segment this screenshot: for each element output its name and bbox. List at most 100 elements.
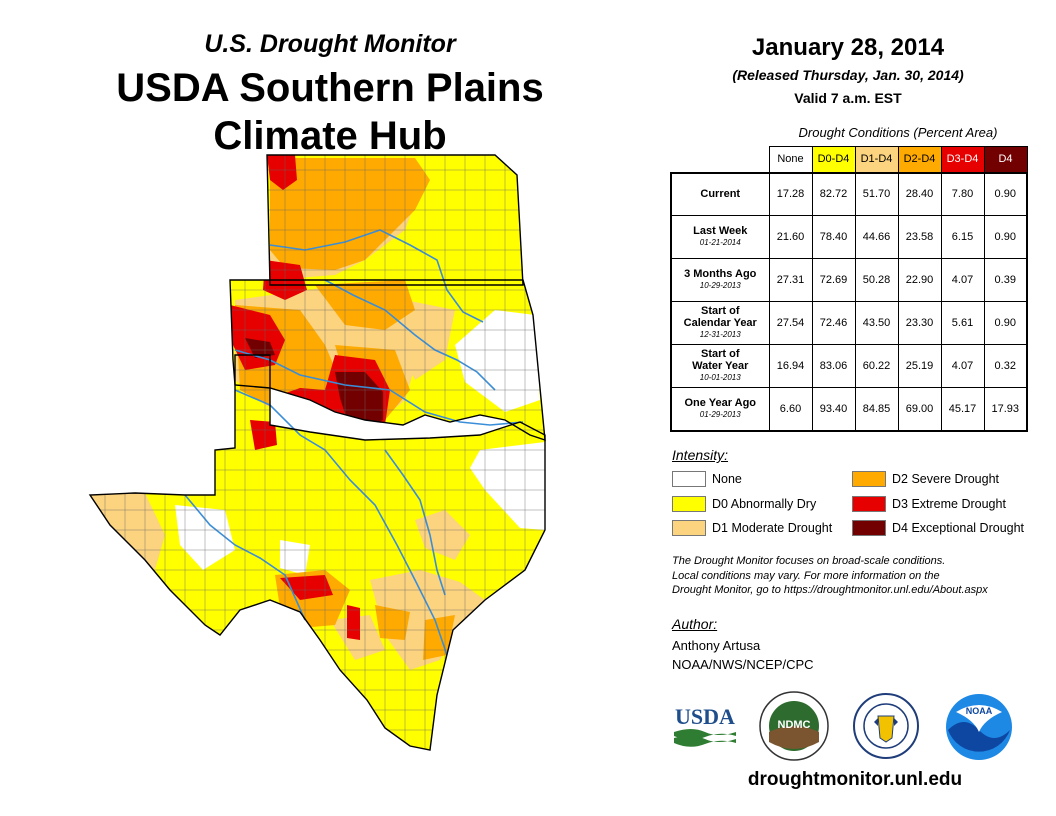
footer-url[interactable]: droughtmonitor.unl.edu bbox=[747, 769, 963, 790]
row-date: 12-31-2013 bbox=[699, 330, 741, 339]
table-row: Start of Calendar Year 12-31-2013 27.54 72.4… bbox=[670, 301, 1028, 345]
note-line: Local conditions may vary. For more info… bbox=[672, 569, 940, 582]
row-label-text: Calendar Year bbox=[683, 317, 757, 329]
row-label: Start of Water Year 10-01-2013 bbox=[670, 344, 770, 388]
legend-label: D4 Exceptional Drought bbox=[892, 521, 1025, 535]
legend-item-d4: D4 Exceptional Drought bbox=[852, 520, 1024, 536]
row-label: Current bbox=[670, 171, 770, 216]
table-row: Current 17.28 82.72 51.70 28.40 7.80 0.90 bbox=[670, 171, 1028, 216]
row-label-text: Last Week bbox=[693, 225, 748, 237]
legend-item-d3: D3 Extreme Drought bbox=[852, 496, 1006, 512]
table-cell: 17.28 bbox=[768, 171, 813, 216]
row-label: 3 Months Ago 10-29-2013 bbox=[670, 258, 770, 302]
table-row: One Year Ago 01-29-2013 6.60 93.40 84.85 69.0… bbox=[670, 387, 1028, 432]
legend-label: D1 Moderate Drought bbox=[712, 521, 833, 535]
legend-item-d2: D2 Severe Drought bbox=[852, 471, 999, 487]
map-title-line2: Climate Hub bbox=[213, 114, 447, 158]
row-label-text: Water Year bbox=[692, 360, 749, 372]
col-header-none: None bbox=[768, 146, 813, 173]
col-header-d2-d4: D2-D4 bbox=[897, 146, 942, 173]
legend-swatch-d2 bbox=[852, 471, 886, 487]
author-org: NOAA/NWS/NCEP/CPC bbox=[672, 657, 814, 672]
state-oklahoma bbox=[229, 279, 546, 442]
table-cell: 7.80 bbox=[940, 171, 985, 216]
note-line: Drought Monitor, go to https://droughtmo… bbox=[672, 584, 988, 596]
map-state-boundaries bbox=[88, 154, 546, 751]
table-row: 3 Months Ago 10-29-2013 27.31 72.69 50.28 22.… bbox=[670, 258, 1028, 302]
map-date: January 28, 2014 bbox=[751, 34, 945, 61]
table-corner bbox=[671, 147, 769, 173]
table-cell: 21.60 bbox=[768, 215, 813, 259]
table-cell: 51.70 bbox=[854, 171, 899, 216]
table-cell: 6.15 bbox=[940, 215, 985, 259]
table-cell: 0.32 bbox=[983, 344, 1028, 388]
author-title: Author: bbox=[672, 616, 718, 632]
table-cell: 28.40 bbox=[897, 171, 942, 216]
table-cell: 4.07 bbox=[940, 258, 985, 302]
legend-item-d0: D0 Abnormally Dry bbox=[672, 496, 816, 512]
table-cell: 69.00 bbox=[897, 387, 942, 432]
row-label: One Year Ago 01-29-2013 bbox=[670, 387, 770, 432]
legend-title: Intensity: bbox=[672, 447, 729, 463]
drought-conditions-table: None D0-D4 D1-D4 D2-D4 D3-D4 D4 Current 1… bbox=[670, 146, 1028, 432]
row-label: Last Week 01-21-2014 bbox=[670, 215, 770, 259]
table-cell: 23.58 bbox=[897, 215, 942, 259]
table-cell: 16.94 bbox=[768, 344, 813, 388]
table-cell: 4.07 bbox=[940, 344, 985, 388]
table-cell: 50.28 bbox=[854, 258, 899, 302]
row-label-text: One Year Ago bbox=[684, 396, 757, 409]
noaa-logo-text: NOAA bbox=[966, 706, 993, 716]
map-subtitle: U.S. Drought Monitor bbox=[204, 30, 456, 58]
legend-swatch-d0 bbox=[672, 496, 706, 512]
table-cell: 60.22 bbox=[854, 344, 899, 388]
col-header-d0-d4: D0-D4 bbox=[811, 146, 856, 173]
table-cell: 17.93 bbox=[983, 387, 1028, 432]
row-label-text: Current bbox=[700, 188, 741, 201]
table-cell: 84.85 bbox=[854, 387, 899, 432]
legend-swatch-d4 bbox=[852, 520, 886, 536]
table-cell: 0.90 bbox=[983, 301, 1028, 345]
legend-label: D0 Abnormally Dry bbox=[712, 497, 817, 511]
legend-item-none: None bbox=[672, 471, 742, 487]
table-row: Last Week 01-21-2014 21.60 78.40 44.66 23.58 6… bbox=[670, 215, 1028, 259]
state-texas bbox=[88, 354, 546, 751]
doc-seal-logo bbox=[853, 693, 919, 759]
table-cell: 82.72 bbox=[811, 171, 856, 216]
legend-swatch-none bbox=[672, 471, 706, 487]
state-kansas bbox=[266, 154, 524, 286]
table-cell: 25.19 bbox=[897, 344, 942, 388]
row-date: 10-01-2013 bbox=[699, 373, 741, 382]
release-date: (Released Thursday, Jan. 30, 2014) bbox=[732, 67, 964, 83]
table-cell: 0.90 bbox=[983, 215, 1028, 259]
ndmc-logo: NDMC bbox=[759, 691, 829, 761]
valid-time: Valid 7 a.m. EST bbox=[794, 90, 902, 106]
legend-label: D3 Extreme Drought bbox=[892, 497, 1006, 511]
map-title-line1: USDA Southern Plains bbox=[116, 66, 544, 110]
table-cell: 83.06 bbox=[811, 344, 856, 388]
table-cell: 22.90 bbox=[897, 258, 942, 302]
table-cell: 45.17 bbox=[940, 387, 985, 432]
legend-swatch-d1 bbox=[672, 520, 706, 536]
usda-logo: USDA bbox=[674, 704, 736, 747]
table-cell: 27.54 bbox=[768, 301, 813, 345]
table-cell: 0.39 bbox=[983, 258, 1028, 302]
table-cell: 44.66 bbox=[854, 215, 899, 259]
svg-text:USDA: USDA bbox=[675, 704, 735, 729]
table-cell: 78.40 bbox=[811, 215, 856, 259]
row-label-text: Start of bbox=[701, 305, 740, 317]
drought-map bbox=[88, 154, 546, 751]
table-cell: 72.69 bbox=[811, 258, 856, 302]
table-cell: 72.46 bbox=[811, 301, 856, 345]
row-label-text: 3 Months Ago bbox=[684, 268, 757, 280]
row-date: 01-21-2014 bbox=[699, 238, 741, 247]
table-cell: 6.60 bbox=[768, 387, 813, 432]
table-cell: 23.30 bbox=[897, 301, 942, 345]
noaa-logo: NOAA bbox=[946, 694, 1012, 760]
legend-label: D2 Severe Drought bbox=[892, 472, 1000, 486]
col-header-d1-d4: D1-D4 bbox=[854, 146, 899, 173]
table-header-row: None D0-D4 D1-D4 D2-D4 D3-D4 D4 bbox=[671, 146, 1028, 173]
table-cell: 0.90 bbox=[983, 171, 1028, 216]
col-header-d3-d4: D3-D4 bbox=[940, 146, 985, 173]
row-label: Start of Calendar Year 12-31-2013 bbox=[670, 301, 770, 345]
note-line: The Drought Monitor focuses on broad-sca… bbox=[672, 555, 946, 567]
